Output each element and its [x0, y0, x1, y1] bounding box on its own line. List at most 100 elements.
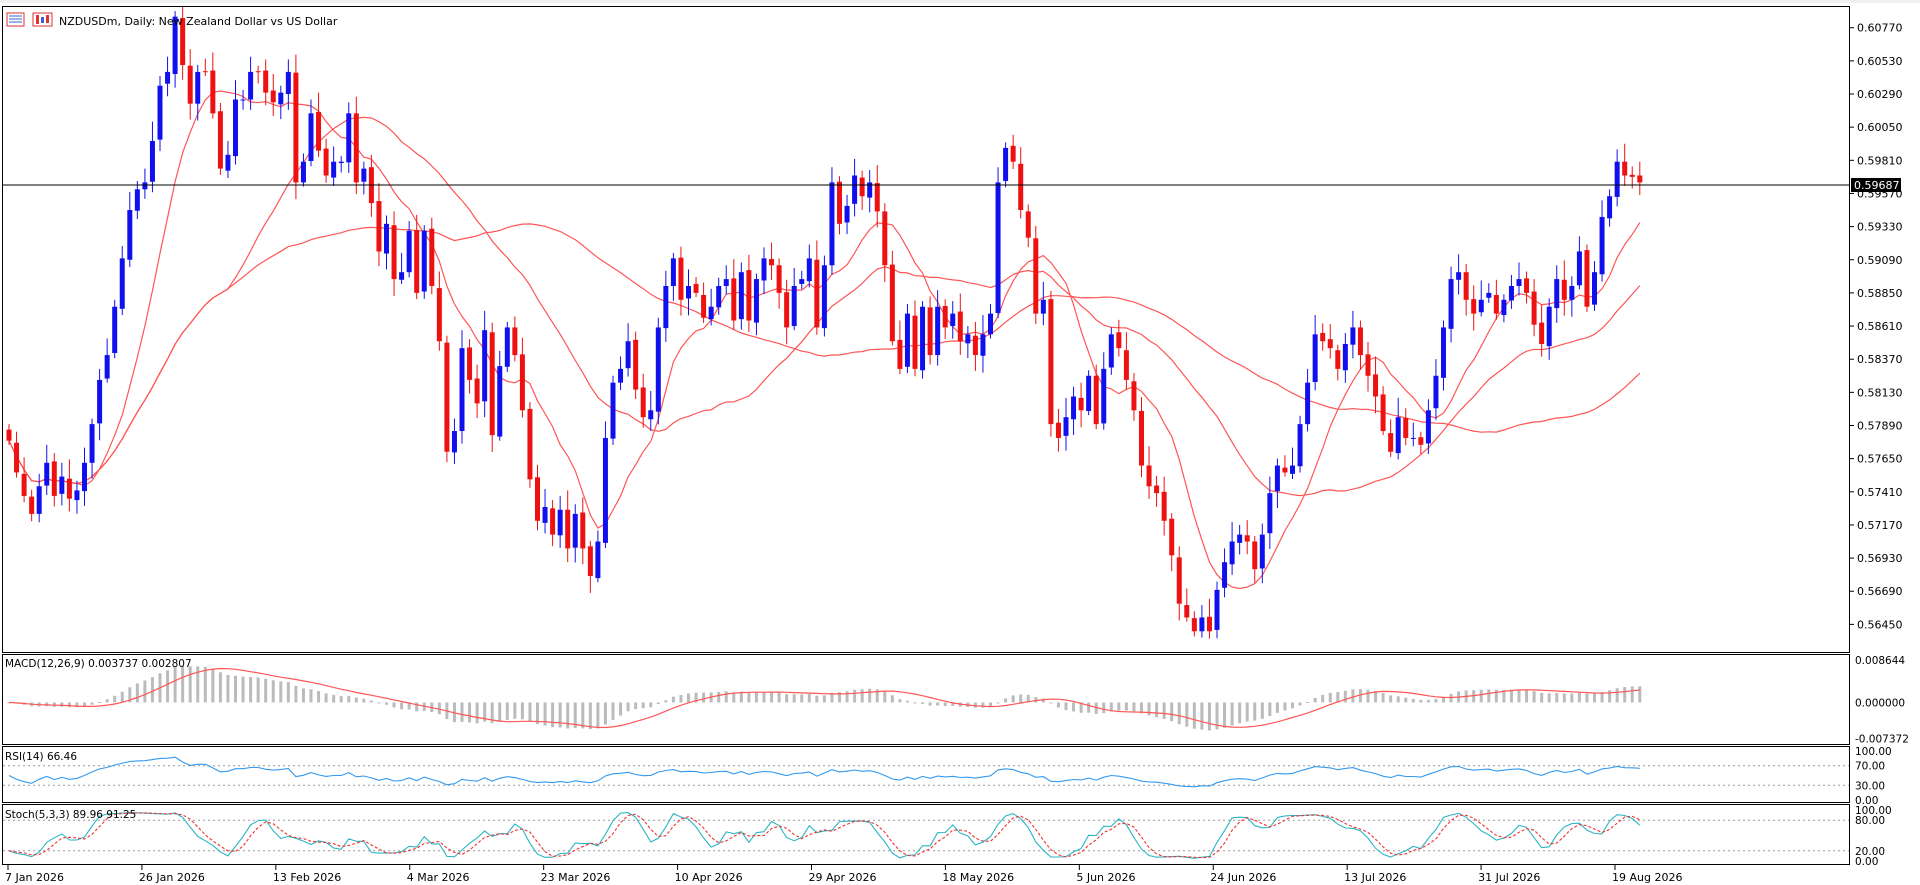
candle-body: [663, 285, 669, 329]
macd-histogram-bar: [1087, 702, 1091, 713]
price-tick-label: 0.59810: [1857, 154, 1903, 167]
candle-body: [1508, 285, 1514, 301]
candle-body: [1622, 161, 1628, 176]
candle-body: [852, 175, 858, 204]
candle-body: [1018, 163, 1024, 211]
macd-histogram-bar: [1638, 686, 1642, 703]
macd-histogram-bar: [1283, 702, 1287, 711]
candle-body: [1380, 394, 1386, 432]
macd-histogram-bar: [264, 678, 268, 703]
candle-body: [29, 496, 35, 514]
macd-signal-line: [8, 667, 1640, 729]
macd-histogram-bar: [505, 702, 509, 720]
macd-histogram-bar: [566, 702, 570, 729]
macd-histogram-bar: [120, 691, 124, 703]
macd-histogram-bar: [528, 702, 532, 722]
macd-histogram-bar: [1019, 694, 1023, 703]
candle-body: [716, 285, 722, 308]
candle-body: [1131, 381, 1137, 411]
macd-histogram-bar: [1207, 702, 1211, 731]
candle-body: [195, 71, 201, 104]
candle-body: [1229, 541, 1235, 565]
candle-body: [1486, 292, 1492, 298]
list-icon[interactable]: [6, 12, 25, 27]
candle-body: [1463, 272, 1469, 300]
price-tick-label: 0.57170: [1857, 519, 1903, 532]
macd-histogram-bar: [611, 702, 615, 720]
candle-body: [293, 72, 299, 183]
candle-body: [1161, 491, 1167, 521]
macd-histogram-bar: [996, 702, 1000, 704]
candle-body: [187, 65, 193, 104]
candle-body: [1025, 211, 1031, 238]
macd-histogram-bar: [309, 689, 313, 703]
macd-histogram-bar: [1162, 702, 1166, 719]
candle-body: [1108, 334, 1114, 368]
macd-histogram-bar: [1079, 702, 1083, 713]
candle-body: [255, 71, 261, 73]
candle-body: [935, 306, 941, 356]
ma-slow: [8, 223, 1641, 485]
macd-histogram-bar: [1630, 686, 1634, 703]
macd-histogram-bar: [1494, 689, 1498, 703]
candle-body: [338, 161, 344, 164]
time-tick-label: 7 Jan 2026: [5, 871, 64, 884]
candle-body: [753, 279, 759, 323]
price-tick-label: 0.60770: [1857, 22, 1903, 35]
price-tick-label: 0.56450: [1857, 618, 1903, 631]
stoch-axis-label: 0.00: [1855, 856, 1878, 868]
candle-body: [844, 205, 850, 223]
stoch-layer: [3, 812, 1849, 859]
candle-body: [519, 354, 525, 411]
rsi-pane[interactable]: [2, 746, 1850, 803]
stoch-axis-label: 20.00: [1855, 846, 1885, 858]
candle-body: [248, 71, 254, 100]
macd-histogram-bar: [739, 691, 743, 703]
candle-body: [701, 294, 707, 318]
candle-body: [1516, 279, 1522, 286]
candle-body: [1222, 562, 1228, 588]
macd-histogram-bar: [603, 702, 607, 725]
candle-body: [1561, 279, 1567, 300]
candle-body: [1033, 238, 1039, 314]
macd-histogram-bar: [173, 666, 177, 703]
macd-histogram-bar: [83, 702, 86, 707]
macd-histogram-bar: [286, 682, 290, 703]
candle-body: [285, 71, 291, 95]
macd-histogram-bar: [626, 702, 630, 712]
candle-body: [1169, 518, 1175, 556]
macd-histogram-bar: [1140, 702, 1143, 714]
macd-histogram-bar: [936, 702, 940, 706]
macd-histogram-bar: [1411, 698, 1415, 703]
candle-body: [270, 90, 276, 103]
candle-body: [1199, 617, 1205, 632]
candle-chart-icon[interactable]: [32, 12, 53, 27]
candle-body: [1448, 279, 1454, 329]
candle-body: [776, 265, 782, 293]
candle-body: [927, 307, 933, 356]
candle-body: [331, 161, 337, 178]
macd-histogram-bar: [860, 689, 864, 703]
candle-body: [165, 71, 171, 84]
candle-body: [761, 258, 767, 281]
candle-body: [316, 111, 322, 151]
macd-histogram-bar: [150, 677, 154, 703]
macd-histogram-bar: [166, 670, 170, 703]
candle-body: [127, 210, 133, 260]
candle-body: [172, 16, 178, 74]
price-tick-label: 0.57410: [1857, 486, 1903, 499]
macd-histogram-bar: [113, 695, 117, 703]
macd-histogram-bar: [1298, 702, 1302, 706]
candle-body: [1267, 493, 1273, 534]
candle-body: [980, 334, 986, 356]
candle-body: [1010, 145, 1016, 162]
macd-histogram-bar: [664, 700, 668, 703]
candle-body: [1274, 465, 1280, 492]
macd-histogram-bar: [354, 697, 358, 703]
stoch-pane[interactable]: [2, 804, 1850, 865]
macd-histogram-bar: [256, 677, 260, 703]
macd-histogram-bar: [98, 702, 102, 704]
candle-body: [580, 512, 586, 549]
candle-body: [1418, 437, 1424, 445]
